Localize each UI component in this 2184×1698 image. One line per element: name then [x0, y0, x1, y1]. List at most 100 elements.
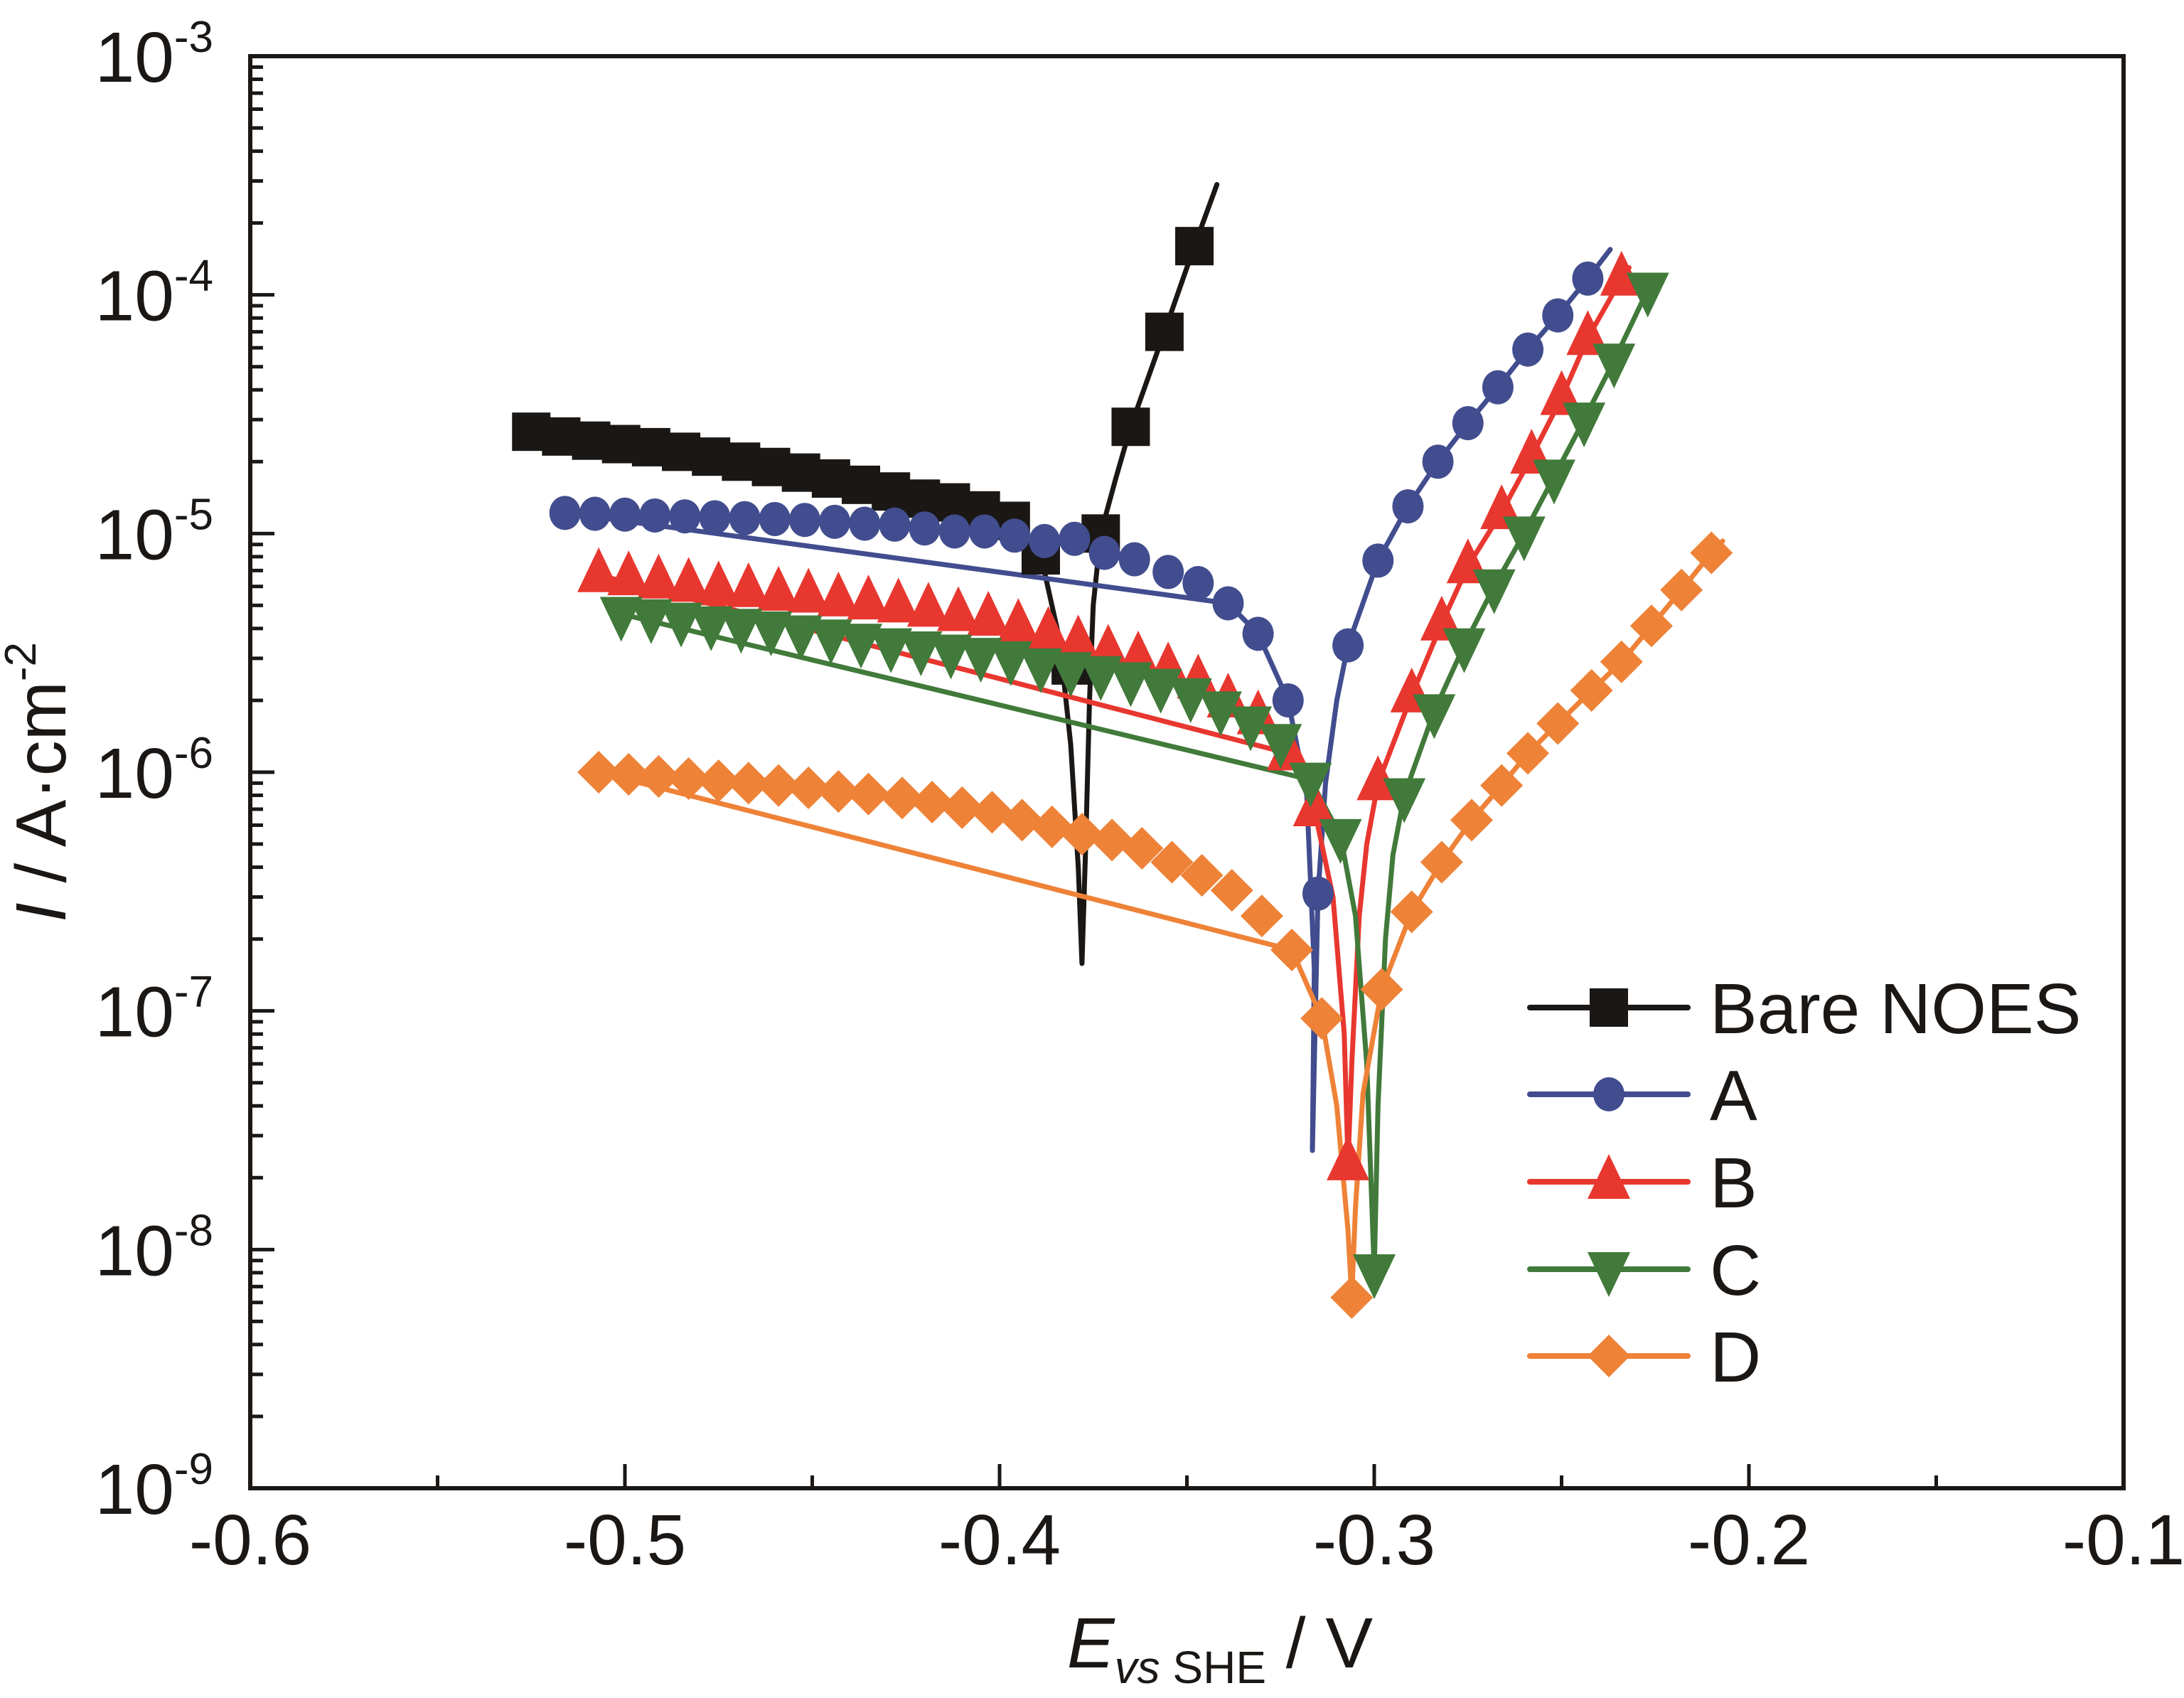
data-point-bare-noes [1111, 407, 1150, 447]
data-point-b [906, 582, 950, 627]
data-point-c [629, 599, 673, 644]
series-markers [512, 227, 1733, 1319]
series-markers-c [599, 272, 1669, 1300]
data-point-c [1259, 724, 1302, 769]
x-tick-label: -0.6 [189, 1500, 311, 1580]
x-axis-title: Evs SHE / V [1067, 1603, 1373, 1693]
data-point-d [1210, 869, 1253, 912]
data-point-b [667, 557, 710, 602]
data-point-d [757, 764, 801, 807]
data-point-c [869, 628, 913, 673]
data-point-a [1572, 261, 1604, 296]
data-point-c [809, 619, 852, 665]
data-point-d [667, 757, 710, 801]
data-point-d [697, 759, 740, 803]
x-axis-ticks [248, 1464, 2126, 1488]
data-point-c [1442, 628, 1486, 673]
data-point-a [1182, 566, 1214, 601]
data-point-c [660, 602, 703, 648]
data-point-d [1480, 764, 1524, 807]
data-point-d [1030, 805, 1074, 848]
data-point-b [607, 550, 651, 596]
data-point-c [1592, 343, 1636, 389]
data-point-a [999, 518, 1031, 553]
data-point-d [1600, 640, 1643, 683]
data-point-d [1390, 890, 1433, 934]
y-tick-label: 10-6 [95, 729, 213, 813]
data-point-d [1091, 818, 1134, 862]
legend-label: Bare NOES [1710, 969, 2081, 1049]
data-point-b [637, 553, 680, 599]
data-point-a [879, 507, 911, 542]
x-tick-label: -0.5 [564, 1500, 686, 1580]
x-tick-label: -0.1 [2062, 1500, 2184, 1580]
data-point-a [1392, 489, 1424, 524]
data-point-c [1472, 569, 1516, 614]
data-point-c [1383, 778, 1426, 823]
data-point-c [1199, 691, 1242, 737]
data-point-c [929, 634, 973, 680]
data-point-d [1270, 928, 1314, 971]
y-axis-ticks [250, 54, 274, 1490]
data-point-a [1212, 586, 1244, 621]
x-axis-title-subscript: vs SHE [1115, 1642, 1266, 1693]
data-point-d [1000, 799, 1044, 842]
y-tick-label: 10-8 [95, 1206, 213, 1291]
data-point-a [699, 500, 731, 535]
data-point-c [749, 611, 793, 656]
legend-label: A [1710, 1056, 1757, 1136]
data-point-a [1542, 298, 1574, 333]
data-point-c [1413, 694, 1456, 739]
x-tick-label: -0.2 [1688, 1500, 1810, 1580]
data-point-d [911, 780, 954, 823]
y-axis-title: I / A·cm-2 [0, 642, 81, 922]
data-point-b [727, 562, 770, 607]
data-point-a [1302, 876, 1334, 911]
data-point-a [669, 499, 701, 534]
data-point-c [899, 631, 943, 676]
data-point-c [599, 597, 643, 642]
data-point-d [941, 786, 984, 829]
data-point-d [1060, 813, 1103, 856]
data-point-b [1327, 1135, 1370, 1180]
data-point-c [1563, 402, 1606, 448]
legend-label: C [1710, 1231, 1761, 1310]
data-point-b [877, 577, 920, 623]
x-tick-label: -0.4 [938, 1500, 1061, 1580]
data-point-d [1506, 732, 1550, 775]
data-point-a [1059, 521, 1091, 556]
data-point-d [970, 791, 1014, 834]
data-point-b [697, 560, 740, 606]
data-point-a [1452, 406, 1484, 441]
data-point-d [1450, 799, 1494, 842]
data-point-b [1056, 614, 1100, 660]
y-axis-tick-labels: 10-9 10-8 10-7 10-6 10-5 10-4 10-3 [95, 13, 213, 1529]
data-point-a [788, 503, 820, 538]
x-axis-title-unit: / V [1266, 1603, 1373, 1683]
series-markers-d [577, 531, 1733, 1319]
data-point-a [1362, 543, 1394, 578]
legend-item-c: C [1527, 1231, 1761, 1310]
data-point-a [1482, 370, 1514, 405]
data-point-a [938, 514, 970, 549]
data-point-bare-noes [1175, 227, 1214, 266]
data-point-c [1353, 1254, 1396, 1300]
data-point-d [1570, 669, 1613, 712]
data-point-b [1292, 781, 1336, 826]
y-axis-title-superscript: -2 [0, 642, 46, 681]
data-point-d [637, 754, 680, 798]
data-point-d [1660, 568, 1703, 612]
data-point-d [1120, 826, 1164, 870]
data-point-a [1029, 523, 1061, 558]
legend-diamond-icon [1588, 1335, 1630, 1377]
legend-item-d: D [1527, 1318, 1761, 1397]
data-point-b [787, 567, 830, 613]
data-point-c [1169, 678, 1212, 723]
data-point-d [1240, 895, 1283, 938]
x-axis-tick-labels: -0.6 -0.5 -0.4 -0.3 -0.2 -0.1 [189, 1500, 2184, 1580]
series-markers-a [549, 261, 1604, 911]
legend-item-bare-noes: Bare NOES [1527, 969, 2081, 1049]
